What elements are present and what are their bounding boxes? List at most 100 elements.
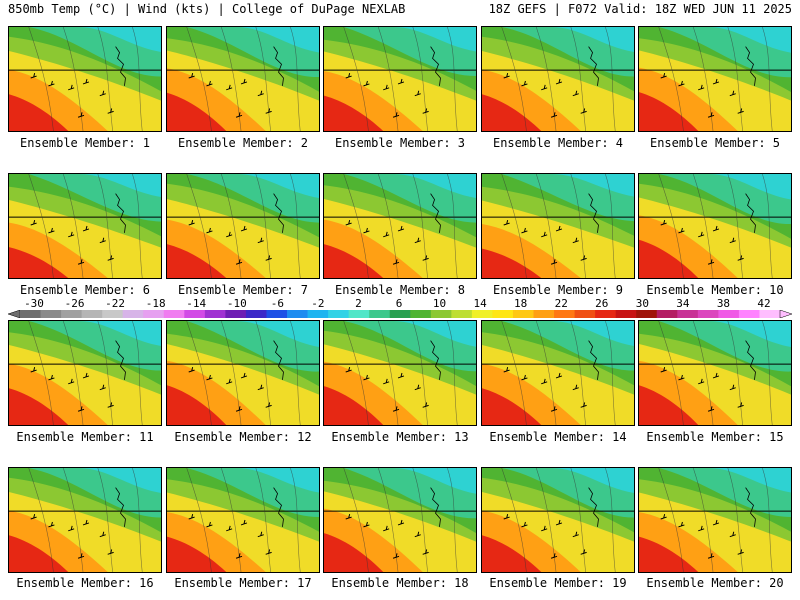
colorbar-swatch <box>81 310 103 318</box>
colorbar-swatch <box>430 310 452 318</box>
colorbar-tick-label: -30 <box>24 297 44 310</box>
map-title: 850mb Temp (°C) | Wind (kts) | College o… <box>8 2 406 16</box>
colorbar-max-arrow <box>779 310 792 318</box>
colorbar-tick-label: 30 <box>635 297 649 310</box>
colorbar-swatch <box>697 310 719 318</box>
ensemble-map-panel <box>166 320 320 426</box>
ensemble-member-label: Ensemble Member: 16 <box>16 576 154 590</box>
colorbar-swatch <box>471 310 493 318</box>
colorbar-tick-label: 14 <box>473 297 487 310</box>
ensemble-member-label: Ensemble Member: 18 <box>331 576 469 590</box>
colorbar-swatch <box>389 310 411 318</box>
colorbar-tick-label: 38 <box>716 297 731 310</box>
ensemble-member-label: Ensemble Member: 19 <box>489 576 627 590</box>
ensemble-map-panel <box>481 320 635 426</box>
colorbar-swatch <box>718 310 740 318</box>
ensemble-member-label: Ensemble Member: 6 <box>19 283 151 297</box>
colorbar-tick-label: -14 <box>186 297 207 310</box>
colorbar-min-arrow <box>8 310 21 318</box>
colorbar-tick-label: -22 <box>105 297 126 310</box>
colorbar-swatch <box>287 310 308 318</box>
colorbar-tick-label: -10 <box>226 297 247 310</box>
ensemble-member-label: Ensemble Member: 20 <box>646 576 784 590</box>
ensemble-member-label: Ensemble Member: 5 <box>649 136 781 150</box>
colorbar-swatch <box>163 310 185 318</box>
colorbar-swatch <box>533 310 555 318</box>
ensemble-member-label: Ensemble Member: 8 <box>334 283 466 297</box>
ensemble-member-label: Ensemble Member: 11 <box>16 430 154 444</box>
colorbar-swatch <box>656 310 678 318</box>
colorbar-swatch <box>61 310 83 318</box>
ensemble-map-panel <box>166 26 320 132</box>
ensemble-member-label: Ensemble Member: 2 <box>177 136 309 150</box>
colorbar-tick-label: -26 <box>64 297 85 310</box>
ensemble-map-panel <box>323 173 477 279</box>
ensemble-member-label: Ensemble Member: 15 <box>646 430 784 444</box>
colorbar-swatch <box>204 310 226 318</box>
colorbar-swatch <box>245 310 267 318</box>
ensemble-member-label: Ensemble Member: 9 <box>492 283 624 297</box>
colorbar-swatch <box>369 310 391 318</box>
colorbar-tick-label: 18 <box>514 297 528 310</box>
colorbar-tick-label: 34 <box>676 297 690 310</box>
ensemble-member-label: Ensemble Member: 14 <box>489 430 627 444</box>
ensemble-map-panel <box>481 173 635 279</box>
colorbar-swatch <box>307 310 329 318</box>
colorbar-swatch <box>492 310 514 318</box>
ensemble-member-label: Ensemble Member: 10 <box>646 283 784 297</box>
colorbar-swatch <box>451 310 473 318</box>
colorbar-swatch <box>225 310 247 318</box>
colorbar-swatch <box>266 310 288 318</box>
ensemble-member-label: Ensemble Member: 4 <box>492 136 624 150</box>
ensemble-map-panel <box>481 467 635 573</box>
colorbar-swatch <box>512 310 534 318</box>
model-run-info: 18Z GEFS | F072 Valid: 18Z WED JUN 11 20… <box>488 2 792 16</box>
colorbar-tick-label: -2 <box>311 297 325 310</box>
colorbar-swatch <box>348 310 370 318</box>
ensemble-map-panel <box>323 26 477 132</box>
temperature-colorbar <box>8 310 792 318</box>
ensemble-map-panel <box>638 26 792 132</box>
ensemble-map-panel <box>8 320 162 426</box>
colorbar-swatch <box>122 310 144 318</box>
colorbar-tick-label: 10 <box>432 297 447 310</box>
colorbar-swatch <box>574 310 596 318</box>
colorbar-swatch <box>554 310 575 318</box>
ensemble-map-panel <box>8 467 162 573</box>
ensemble-member-label: Ensemble Member: 7 <box>177 283 309 297</box>
colorbar-tick-label: 42 <box>757 297 771 310</box>
ensemble-map-panel <box>166 173 320 279</box>
ensemble-member-label: Ensemble Member: 12 <box>174 430 312 444</box>
colorbar-swatch <box>184 310 206 318</box>
ensemble-map-panel <box>166 467 320 573</box>
colorbar-tick-label: 22 <box>554 297 568 310</box>
ensemble-map-panel <box>8 26 162 132</box>
colorbar-swatch <box>328 310 350 318</box>
colorbar-swatch <box>615 310 637 318</box>
ensemble-map-panel <box>638 467 792 573</box>
ensemble-map-panel <box>323 467 477 573</box>
colorbar-swatch <box>410 310 432 318</box>
ensemble-map-panel <box>8 173 162 279</box>
colorbar-swatch <box>102 310 124 318</box>
ensemble-map-panel <box>638 173 792 279</box>
colorbar-tick-labels: -30 -26 -22 -18 -14 -10 -6 -2 2 6 10 14 18 22 26 30 34 38… <box>0 297 800 310</box>
colorbar-swatch <box>143 310 165 318</box>
colorbar-swatch <box>738 310 760 318</box>
colorbar-tick-label: 2 <box>355 297 362 310</box>
ensemble-member-label: Ensemble Member: 17 <box>174 576 312 590</box>
ensemble-member-label: Ensemble Member: 1 <box>19 136 151 150</box>
colorbar-swatch <box>759 310 781 318</box>
ensemble-map-panel <box>323 320 477 426</box>
colorbar-swatch <box>636 310 658 318</box>
ensemble-map-panel <box>638 320 792 426</box>
ensemble-member-label: Ensemble Member: 3 <box>334 136 466 150</box>
colorbar-tick-label: 6 <box>395 297 403 310</box>
colorbar-swatch <box>20 310 41 318</box>
colorbar-tick-label: -18 <box>145 297 166 310</box>
colorbar-tick-label: -6 <box>270 297 284 310</box>
colorbar-swatch <box>677 310 699 318</box>
ensemble-map-panel <box>481 26 635 132</box>
colorbar-tick-label: 26 <box>595 297 609 310</box>
colorbar-swatch <box>595 310 617 318</box>
